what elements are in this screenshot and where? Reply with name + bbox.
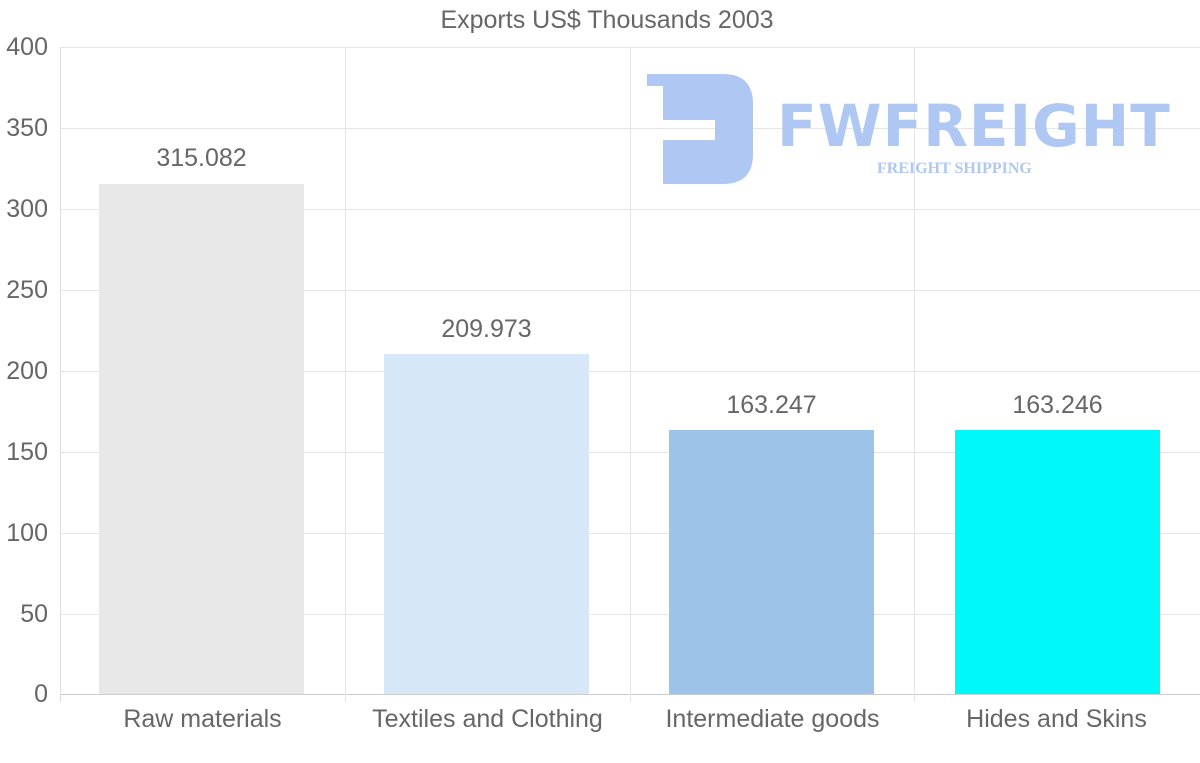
- vgridline-2: [630, 47, 631, 702]
- y-axis-line: [60, 47, 61, 702]
- y-tick-300: 300: [6, 195, 48, 223]
- y-tick-100: 100: [6, 519, 48, 547]
- y-tick-200: 200: [6, 357, 48, 385]
- chart-title: Exports US$ Thousands 2003: [440, 6, 774, 34]
- value-label-intermediate-goods: 163.247: [726, 391, 817, 419]
- y-tick-50: 50: [20, 600, 48, 628]
- x-tick-hides-and-skins: Hides and Skins: [966, 705, 1147, 733]
- vgridline-1: [345, 47, 346, 702]
- x-tick-intermediate-goods: Intermediate goods: [665, 705, 880, 733]
- y-tick-150: 150: [6, 438, 48, 466]
- x-tick-textiles-and-clothing: Textiles and Clothing: [372, 705, 603, 733]
- bar-raw-materials[interactable]: [99, 184, 304, 694]
- y-tick-250: 250: [6, 276, 48, 304]
- y-tick-400: 400: [6, 33, 48, 61]
- bar-intermediate-goods[interactable]: [669, 430, 874, 694]
- bar-hides-and-skins[interactable]: [955, 430, 1160, 694]
- plot-area: 315.082 209.973 163.247 163.246: [60, 47, 1200, 702]
- y-tick-350: 350: [6, 114, 48, 142]
- x-tick-raw-materials: Raw materials: [123, 705, 282, 733]
- bar-textiles-and-clothing[interactable]: [384, 354, 589, 694]
- y-tick-0: 0: [34, 680, 48, 708]
- value-label-textiles-and-clothing: 209.973: [441, 315, 532, 343]
- vgridline-3: [914, 47, 915, 702]
- value-label-hides-and-skins: 163.246: [1012, 391, 1103, 419]
- value-label-raw-materials: 315.082: [156, 144, 247, 172]
